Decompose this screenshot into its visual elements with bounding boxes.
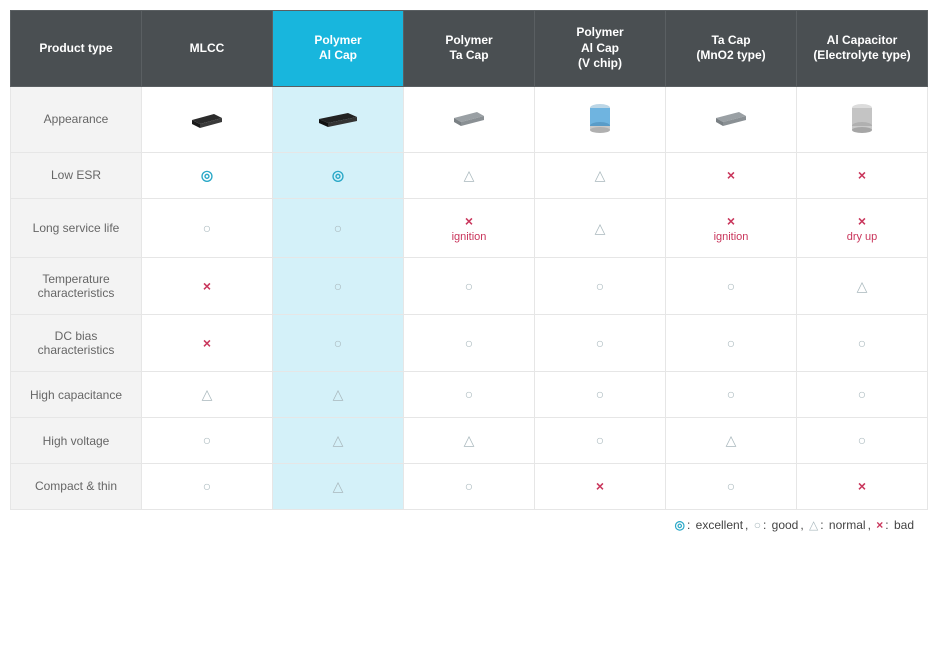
legend-label: normal	[829, 518, 866, 532]
can_blue-icon	[585, 101, 615, 138]
cell: △	[404, 152, 535, 198]
row-label: Compact & thin	[11, 463, 142, 509]
cell: △	[273, 463, 404, 509]
col-header-polymer_al_vchip: PolymerAl Cap(V chip)	[535, 11, 666, 87]
cell: ○	[404, 372, 535, 418]
legend-symbol: ○	[754, 518, 761, 532]
row-label: High capacitance	[11, 372, 142, 418]
cell: △	[797, 258, 928, 315]
col-header-mlcc: MLCC	[142, 11, 273, 87]
cell: △	[535, 198, 666, 258]
cell	[142, 86, 273, 152]
mlcc-icon	[188, 106, 226, 133]
cell: ○	[535, 372, 666, 418]
table-row: Compact & thin○△○×○×	[11, 463, 928, 509]
table-row: High capacitance△△○○○○	[11, 372, 928, 418]
cell: ○	[142, 463, 273, 509]
cell: ×ignition	[404, 198, 535, 258]
row-label: High voltage	[11, 418, 142, 464]
cell: ○	[142, 198, 273, 258]
cell: ×	[142, 315, 273, 372]
cell: ○	[273, 315, 404, 372]
cell: △	[535, 152, 666, 198]
col-header-al_electrolyte: Al Capacitor(Electrolyte type)	[797, 11, 928, 87]
cell: ○	[797, 372, 928, 418]
cell	[666, 86, 797, 152]
cell: △	[273, 418, 404, 464]
row-label: Temperature characteristics	[11, 258, 142, 315]
table-row: Appearance	[11, 86, 928, 152]
cell: △	[273, 372, 404, 418]
table-body: AppearanceLow ESR◎◎△△××Long service life…	[11, 86, 928, 509]
cell: ○	[797, 418, 928, 464]
cell-subtext: ignition	[672, 231, 790, 243]
cell: ○	[535, 315, 666, 372]
cell: ×	[142, 258, 273, 315]
cell: △	[404, 418, 535, 464]
table-row: High voltage○△△○△○	[11, 418, 928, 464]
chip_black-icon	[316, 107, 360, 132]
row-label: Low ESR	[11, 152, 142, 198]
cell: ○	[273, 198, 404, 258]
table-row: Low ESR◎◎△△××	[11, 152, 928, 198]
col-header-polymer_ta: PolymerTa Cap	[404, 11, 535, 87]
cell	[535, 86, 666, 152]
legend-label: good	[772, 518, 799, 532]
cell: ×dry up	[797, 198, 928, 258]
cell: ○	[797, 315, 928, 372]
legend-label: bad	[894, 518, 914, 532]
chip_gray-icon	[711, 106, 751, 133]
cell: ○	[535, 258, 666, 315]
cell: ×	[797, 152, 928, 198]
cell: ×	[535, 463, 666, 509]
col-header-polymer_al: PolymerAl Cap	[273, 11, 404, 87]
table-header: Product typeMLCCPolymerAl CapPolymerTa C…	[11, 11, 928, 87]
cell: ◎	[273, 152, 404, 198]
cell: ○	[404, 315, 535, 372]
row-label: Long service life	[11, 198, 142, 258]
cell: △	[666, 418, 797, 464]
legend: ◎: excellent, ○: good, △: normal, ×: bad	[10, 518, 928, 532]
can_gray-icon	[847, 101, 877, 138]
cell: △	[142, 372, 273, 418]
cell: ○	[666, 315, 797, 372]
cell: ×	[666, 152, 797, 198]
cell	[404, 86, 535, 152]
cell: ×	[797, 463, 928, 509]
table-row: Long service life○○×ignition△×ignition×d…	[11, 198, 928, 258]
cell: ○	[666, 463, 797, 509]
cell	[797, 86, 928, 152]
row-label: DC bias characteristics	[11, 315, 142, 372]
cell: ○	[142, 418, 273, 464]
legend-symbol: ◎	[675, 518, 685, 532]
table-row: DC bias characteristics×○○○○○	[11, 315, 928, 372]
cell: ○	[666, 372, 797, 418]
comparison-table: Product typeMLCCPolymerAl CapPolymerTa C…	[10, 10, 928, 510]
cell: ×ignition	[666, 198, 797, 258]
cell: ○	[273, 258, 404, 315]
legend-symbol: ×	[876, 518, 883, 532]
table-row: Temperature characteristics×○○○○△	[11, 258, 928, 315]
col-header-ta_mno2: Ta Cap(MnO2 type)	[666, 11, 797, 87]
cell: ◎	[142, 152, 273, 198]
cell: ○	[666, 258, 797, 315]
cell	[273, 86, 404, 152]
cell-subtext: ignition	[410, 231, 528, 243]
cell-subtext: dry up	[803, 231, 921, 243]
cell: ○	[535, 418, 666, 464]
cell: ○	[404, 463, 535, 509]
legend-label: excellent	[696, 518, 743, 532]
row-label: Appearance	[11, 86, 142, 152]
col-header-product_type: Product type	[11, 11, 142, 87]
legend-symbol: △	[809, 518, 818, 532]
cell: ○	[404, 258, 535, 315]
chip_gray-icon	[449, 106, 489, 133]
